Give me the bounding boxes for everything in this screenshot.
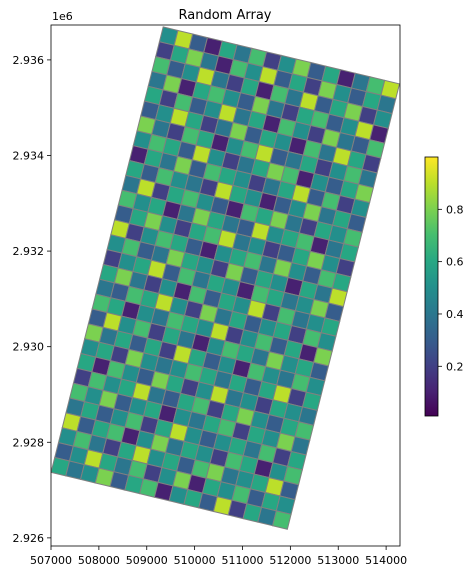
x-tick-label: 512000 (269, 554, 311, 567)
offset-label: 1e6 (52, 10, 73, 23)
x-tick-label: 511000 (221, 554, 263, 567)
x-tick-label: 510000 (174, 554, 216, 567)
y-tick-label: 2.936 (13, 54, 45, 67)
colorbar-tick-label: 0.8 (446, 203, 464, 216)
cells (51, 26, 400, 530)
ticks: 507000 508000 509000 510000 511000 512000 5130… (13, 54, 408, 567)
y-tick-label: 2.934 (13, 149, 45, 162)
x-tick-label: 509000 (126, 554, 168, 567)
x-tick-label: 508000 (78, 554, 120, 567)
y-tick-label: 2.926 (13, 532, 45, 545)
axes-frame (50, 24, 401, 547)
x-tick-label: 513000 (317, 554, 359, 567)
colorbar-tick-label: 0.4 (446, 308, 464, 321)
y-tick-label: 2.930 (13, 341, 45, 354)
colorbar-tick-label: 0.6 (446, 256, 464, 269)
y-tick-label: 2.928 (13, 436, 45, 449)
x-tick-label: 514000 (365, 554, 407, 567)
colorbar (424, 156, 439, 417)
colorbar-tick-label: 0.2 (446, 360, 464, 373)
chart-title: Random Array (179, 8, 272, 23)
x-tick-label: 507000 (30, 554, 72, 567)
cell (271, 510, 292, 530)
y-tick-label: 2.932 (13, 245, 45, 258)
